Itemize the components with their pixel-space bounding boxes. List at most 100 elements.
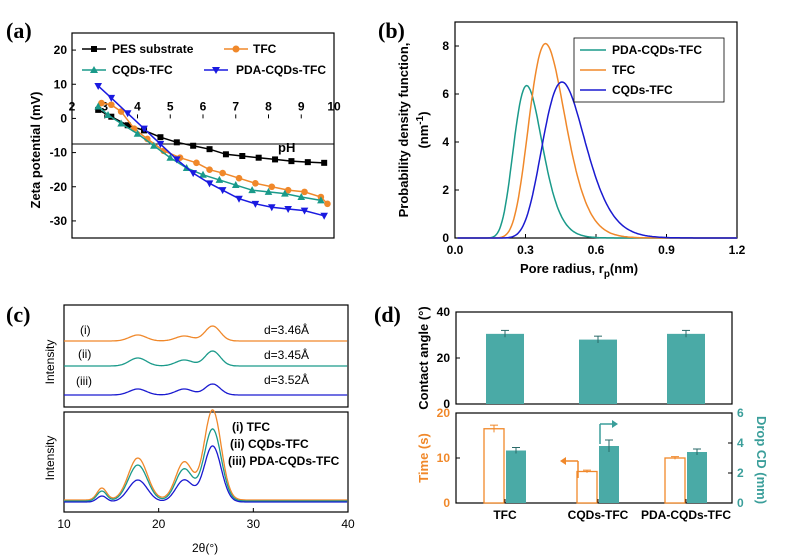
a-point <box>104 111 112 118</box>
panel-c-label: (c) <box>6 302 30 327</box>
a-point <box>157 134 164 141</box>
a-point <box>117 119 125 127</box>
a-ytick-label: -10 <box>50 146 68 160</box>
a-point <box>284 186 292 194</box>
c-bottom-series-line <box>64 428 348 502</box>
panel-a-frame <box>71 32 335 239</box>
a-point <box>284 205 292 213</box>
a-ytick-label: -20 <box>50 180 68 194</box>
c-legend-ii: (ii) CQDs-TFC <box>230 437 309 451</box>
c-d-spacing-i: d=3.46Å <box>264 322 309 337</box>
a-point <box>239 153 246 159</box>
b-xtick-label: 0.0 <box>447 243 464 257</box>
panel-a-ticks: 2 3 4 5 6 7 8 9 10 20 10 0 -10 -20 -30 <box>50 43 341 228</box>
d-left-ytick-label: 0 <box>443 496 450 510</box>
a-point <box>267 204 276 212</box>
a-point <box>140 125 148 133</box>
panel-a: (a) 2 3 4 5 6 7 8 9 10 20 10 0 -10 -20 -30 pH Zeta pot… <box>6 18 341 239</box>
panel-b-ylabel-unit: (nm-1) <box>415 111 431 148</box>
panel-c-series <box>64 325 348 503</box>
legend-pes: PES substrate <box>112 42 194 56</box>
panel-c: (c) 10 20 30 40 (i) (ii) (iii) d=3.46Å d=3.… <box>6 302 355 555</box>
a-xtick-label: 2 <box>69 99 76 113</box>
a-point <box>190 142 197 149</box>
d-contact-angle-bar <box>486 333 524 404</box>
a-point <box>301 188 308 196</box>
legend-b-pda: PDA-CQDs-TFC <box>612 43 702 57</box>
a-point <box>268 183 276 191</box>
d-left-ytick-label: 20 <box>437 406 451 420</box>
panel-a-ylabel: Zeta potential (mV) <box>28 91 43 208</box>
panel-a-legend: PES substrate TFC CQDs-TFC PDA-CQDs-TFC <box>82 42 326 77</box>
a-point <box>321 159 328 166</box>
c-xtick-label: 10 <box>57 517 71 531</box>
d-top-ylabel: Contact angle (°) <box>416 306 431 409</box>
a-point <box>231 181 240 189</box>
b-series-line <box>457 81 737 239</box>
c-bottom-series-line <box>64 445 348 503</box>
a-point <box>150 141 158 149</box>
a-point <box>156 141 165 149</box>
panel-c-top-frame <box>63 304 349 408</box>
d-top-ytick-label: 0 <box>443 397 450 411</box>
panel-c-ticks: 10 20 30 40 <box>57 508 355 531</box>
d-right-ytick-label: 2 <box>737 466 744 480</box>
panel-d-bars <box>483 329 707 504</box>
panel-b-legend: PDA-CQDs-TFC TFC CQDs-TFC <box>573 37 725 103</box>
a-point <box>255 154 262 161</box>
c-xlabel: 2θ(°) <box>192 541 218 555</box>
legend-pda: PDA-CQDs-TFC <box>236 63 326 77</box>
legend-circle-marker <box>232 45 240 53</box>
a-ytick-label: 0 <box>60 111 67 125</box>
c-xtick-label: 20 <box>152 517 166 531</box>
a-point <box>297 193 306 200</box>
a-point <box>215 175 224 183</box>
d-bottom-ylabel-right: Drop CD (mm) <box>754 416 769 504</box>
c-legend-iii: (iii) PDA-CQDs-TFC <box>228 454 340 468</box>
d-right-ytick-label: 0 <box>737 496 744 510</box>
a-xtick-label: 8 <box>265 99 272 113</box>
a-xtick-label: 3 <box>101 99 108 113</box>
a-point <box>300 207 309 215</box>
c-bottom-series-line <box>64 409 348 501</box>
c-top-series-line <box>64 383 348 396</box>
a-point <box>94 82 102 90</box>
legend-square-marker <box>91 46 97 52</box>
legend-cqds: CQDs-TFC <box>112 63 173 77</box>
b-ytick-label: 2 <box>442 183 449 197</box>
c-top-label-iii: (iii) <box>76 374 92 388</box>
a-point <box>199 170 207 178</box>
a-point <box>205 180 214 188</box>
d-cd-bar <box>687 452 707 503</box>
c-bottom-ylabel: Intensity <box>43 436 57 481</box>
c-top-ylabel: Intensity <box>43 340 57 385</box>
a-ytick-label: 20 <box>54 43 68 57</box>
b-ytick-label: 8 <box>442 39 449 53</box>
d-arrow-right <box>599 420 618 444</box>
b-ytick-label: 6 <box>442 87 449 101</box>
panel-a-series <box>94 82 331 220</box>
a-point <box>222 151 229 158</box>
a-point <box>166 153 175 161</box>
legend-tfc: TFC <box>253 42 277 56</box>
a-point <box>95 106 102 113</box>
panel-a-label: (a) <box>6 18 32 43</box>
a-point <box>264 187 273 195</box>
a-point <box>124 122 131 129</box>
a-ytick-label: -30 <box>50 214 68 228</box>
a-ytick-label: 10 <box>54 77 68 91</box>
a-point <box>206 166 213 173</box>
d-contact-angle-bar <box>667 333 705 404</box>
a-point <box>252 180 259 187</box>
c-top-label-ii: (ii) <box>78 347 91 361</box>
c-xtick-label: 40 <box>341 517 355 531</box>
b-xtick-label: 0.3 <box>517 243 534 257</box>
b-xtick-label: 0.9 <box>658 243 675 257</box>
panel-a-xlabel: pH <box>278 140 295 155</box>
d-category-label: TFC <box>493 508 517 522</box>
legend-b-tfc: TFC <box>612 63 636 77</box>
d-category-label: CQDs-TFC <box>568 508 629 522</box>
